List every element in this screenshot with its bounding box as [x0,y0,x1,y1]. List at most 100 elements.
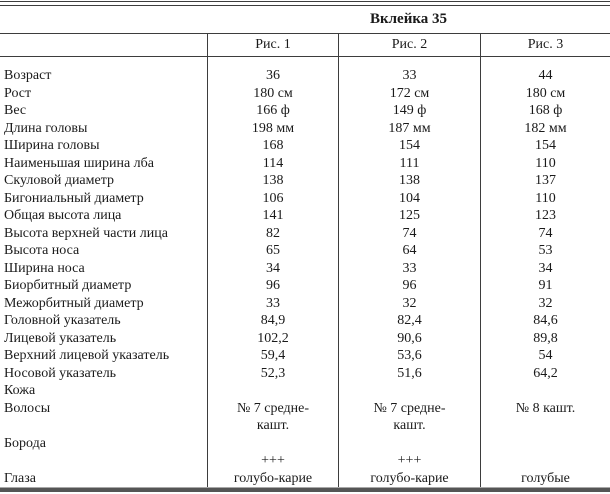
row-label: Бигониальный диаметр [4,190,144,206]
table-row: Высота верхней части лица 82 74 74 [0,224,610,242]
cell-value: 180 см [480,84,610,102]
cell-value: 84,9 [207,312,338,330]
row-label: Лицевой указатель [4,330,117,346]
cell-value: +++ [338,452,480,470]
cell-value: 168 [207,137,338,155]
cell-value: 91 [480,277,610,295]
table-row: Общая высота лица 141 125 123 [0,207,610,225]
page-title: Вклейка 35 [369,11,448,27]
table-row: Высота носа 65 64 53 [0,242,610,260]
header-empty-cell [0,34,207,56]
table-row: Головной указатель 84,9 82,4 84,6 [0,312,610,330]
row-label: Кожа [4,383,36,398]
cell-value: кашт. [207,417,338,435]
table-row: Глаза голубо-карие голубо-карие голубые [0,469,610,487]
cell-value [338,434,480,452]
row-label: Возраст [4,68,52,83]
cell-value: +++ [207,452,338,470]
cell-value: 34 [207,259,338,277]
cell-value: 182 мм [480,119,610,137]
table-row: Кожа [0,382,610,400]
cell-value: 36 [207,67,338,85]
cell-value [207,382,338,400]
cell-value: 53 [480,242,610,260]
cell-value [480,417,610,435]
cell-value: 187 мм [338,119,480,137]
spacer-row [0,57,610,67]
cell-value: 74 [480,224,610,242]
cell-value: 106 [207,189,338,207]
cell-value: 33 [207,294,338,312]
cell-value: кашт. [338,417,480,435]
cell-value: 137 [480,172,610,190]
table-row: Верхний лицевой указатель 59,4 53,6 54 [0,347,610,365]
cell-value: 102,2 [207,329,338,347]
row-label: Носовой указатель [4,365,117,381]
cell-value: 154 [480,137,610,155]
cell-value: 64,2 [480,364,610,382]
row-label: Скуловой диаметр [4,173,115,188]
spacer-cell [0,57,207,67]
cell-value [338,382,480,400]
cell-value: 110 [480,189,610,207]
table-row: Бигониальный диаметр 106 104 110 [0,189,610,207]
cell-value: 96 [338,277,480,295]
cell-value: 90,6 [338,329,480,347]
cell-value: 172 см [338,84,480,102]
row-label: Рост [4,85,32,101]
cell-value: 141 [207,207,338,225]
cell-value: 54 [480,347,610,365]
table-row: +++ +++ [0,452,610,470]
cell-value: 154 [338,137,480,155]
table-row: Длина головы 198 мм 187 мм 182 мм [0,119,610,137]
cell-value: 138 [207,172,338,190]
table-row: Биорбитный диаметр 96 96 91 [0,277,610,295]
table-row: Ширина головы 168 154 154 [0,137,610,155]
cell-value: 32 [480,294,610,312]
row-label: Вес [4,103,27,118]
title-row: Вклейка 35 [0,6,610,34]
cell-value: 64 [338,242,480,260]
cell-value: 111 [338,154,480,172]
cell-value: голубо-карие [338,469,480,487]
table-row: Скуловой диаметр 138 138 137 [0,172,610,190]
cell-value: 32 [338,294,480,312]
table-row: Наименьшая ширина лба 114 111 110 [0,154,610,172]
bottom-rule [0,487,610,492]
cell-value: 123 [480,207,610,225]
cell-value: 96 [207,277,338,295]
table-row: Лицевой указатель 102,2 90,6 89,8 [0,329,610,347]
row-label [0,417,207,435]
cell-value [480,452,610,470]
cell-value: № 7 средне- [207,399,338,417]
table-body: Возраст 36 33 44 Рост 180 см 172 см 180 см Вес 16… [0,57,610,487]
table-row: Вес 166 ф 149 ф 168 ф [0,102,610,120]
cell-value: 33 [338,259,480,277]
table-row: Рост 180 см 172 см 180 см [0,84,610,102]
cell-value: 53,6 [338,347,480,365]
row-label: Ширина головы [4,138,100,153]
cell-value: 180 см [207,84,338,102]
table-row: Межорбитный диаметр 33 32 32 [0,294,610,312]
spacer-cell [338,57,480,67]
spacer-cell [480,57,610,67]
column-header-fig2: Рис. 2 [338,34,480,56]
row-label: Межорбитный диаметр [4,295,144,311]
cell-value: 74 [338,224,480,242]
row-label: Длина головы [4,120,88,136]
cell-value: 166 ф [207,102,338,120]
cell-value: 89,8 [480,329,610,347]
column-header-fig3: Рис. 3 [480,34,610,56]
cell-value: 82 [207,224,338,242]
cell-value: 125 [338,207,480,225]
row-label: Головной указатель [4,313,121,328]
row-label: Волосы [4,400,51,416]
table-row: Ширина носа 34 33 34 [0,259,610,277]
row-label: Общая высота лица [4,208,122,223]
cell-value: 52,3 [207,364,338,382]
cell-value: 34 [480,259,610,277]
row-label [0,452,207,470]
row-label: Высота верхней части лица [4,225,168,241]
cell-value: № 8 кашт. [480,399,610,417]
